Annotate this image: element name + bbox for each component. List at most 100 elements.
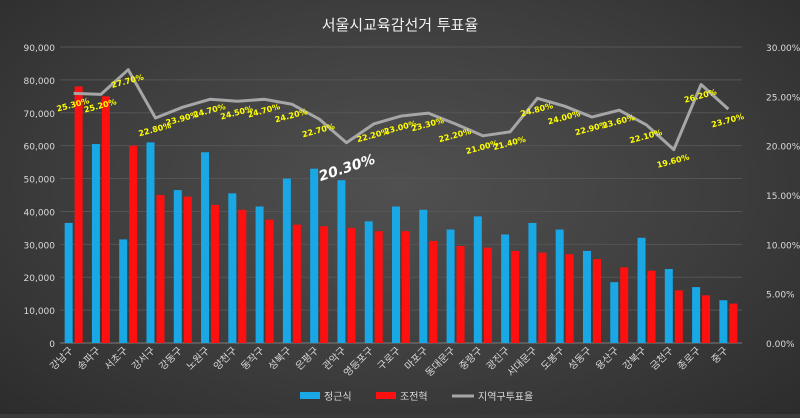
bar-조전혁	[347, 228, 355, 343]
bar-조전혁	[75, 86, 83, 343]
bar-정근식	[583, 251, 591, 343]
bar-정근식	[228, 193, 236, 343]
y-right-tick-label: 5.00%	[766, 291, 795, 301]
bar-조전혁	[484, 248, 492, 343]
x-tick-label: 강북구	[621, 345, 649, 373]
bar-정근식	[283, 179, 291, 343]
x-tick-label: 강동구	[157, 345, 185, 373]
bar-조전혁	[457, 246, 465, 343]
bar-정근식	[146, 142, 154, 343]
x-tick-label: 동대문구	[423, 345, 458, 380]
bar-조전혁	[729, 304, 737, 343]
y-left-tick-label: 20,000	[24, 274, 56, 284]
x-tick-label: 강서구	[130, 345, 158, 373]
y-left-tick-label: 0	[49, 340, 55, 350]
bar-조전혁	[238, 210, 246, 343]
line-data-label: 20.30%	[317, 152, 377, 185]
line-data-label: 24.80%	[519, 101, 554, 118]
x-tick-label: 종로구	[675, 345, 703, 373]
bar-조전혁	[375, 231, 383, 343]
y-left-tick-label: 60,000	[24, 143, 56, 153]
line-data-label: 23.70%	[710, 112, 745, 129]
legend-swatch	[376, 392, 396, 399]
bar-조전혁	[102, 96, 110, 343]
y-left-tick-label: 50,000	[24, 176, 56, 186]
x-tick-label: 양천구	[211, 345, 239, 373]
x-tick-label: 중구	[709, 345, 731, 367]
y-left-tick-label: 30,000	[24, 241, 56, 251]
bar-정근식	[310, 169, 318, 343]
x-tick-label: 서초구	[102, 345, 130, 373]
legend-label: 지역구투표율	[478, 391, 533, 403]
bar-정근식	[392, 207, 400, 343]
y-right-tick-label: 20.00%	[766, 143, 800, 153]
bar-정근식	[501, 234, 509, 343]
bar-정근식	[337, 180, 345, 343]
y-left-tick-label: 40,000	[24, 208, 56, 218]
legend-swatch	[300, 392, 320, 399]
bar-정근식	[638, 238, 646, 343]
y-right-tick-label: 15.00%	[766, 192, 800, 202]
x-tick-label: 중랑구	[457, 345, 485, 373]
bar-정근식	[256, 207, 264, 343]
bar-조전혁	[429, 241, 437, 343]
line-data-label: 26.20%	[683, 87, 718, 104]
bar-조전혁	[129, 146, 137, 343]
data-labels: 25.30%25.20%27.70%22.80%23.90%24.70%24.5…	[56, 73, 745, 185]
bar-정근식	[474, 216, 482, 343]
bar-정근식	[665, 269, 673, 343]
line-data-label: 22.10%	[629, 128, 664, 145]
x-tick-label: 송파구	[75, 345, 103, 373]
line-data-label: 22.20%	[438, 127, 473, 144]
line-data-label: 23.60%	[601, 113, 636, 130]
bar-조전혁	[620, 267, 628, 343]
bar-조전혁	[266, 220, 274, 343]
bar-정근식	[447, 230, 455, 343]
x-tick-label: 영등포구	[341, 345, 376, 380]
bar-정근식	[92, 144, 100, 343]
bar-조전혁	[648, 271, 656, 343]
line-data-label: 21.40%	[492, 135, 527, 152]
bar-조전혁	[675, 290, 683, 343]
bar-조전혁	[538, 253, 546, 343]
x-tick-label: 금천구	[648, 345, 676, 373]
y-right-tick-label: 10.00%	[766, 241, 800, 251]
x-tick-label: 성북구	[266, 345, 294, 373]
bar-정근식	[692, 287, 700, 343]
bar-조전혁	[593, 259, 601, 343]
bar-조전혁	[211, 205, 219, 343]
x-tick-label: 서대문구	[505, 345, 540, 380]
bar-조전혁	[702, 295, 710, 343]
line-data-label: 23.30%	[410, 116, 445, 133]
x-tick-label: 구로구	[376, 345, 403, 372]
bar-정근식	[365, 221, 373, 343]
chart-title: 서울시교육감선거 투표율	[322, 16, 479, 34]
x-tick-label: 성동구	[566, 345, 594, 373]
line-data-label: 24.00%	[547, 109, 582, 126]
bar-정근식	[610, 282, 618, 343]
x-tick-label: 용산구	[593, 345, 621, 373]
bar-조전혁	[511, 251, 519, 343]
bar-정근식	[419, 210, 427, 343]
bar-조전혁	[156, 195, 164, 343]
bar-정근식	[528, 223, 536, 343]
bar-정근식	[719, 300, 727, 343]
y-right-tick-label: 0.00%	[766, 340, 795, 350]
line-data-label: 22.70%	[301, 122, 336, 139]
legend: 정근식 조전혁 지역구투표율	[300, 391, 533, 403]
bar-조전혁	[293, 225, 301, 343]
y-right-tick-label: 25.00%	[766, 93, 800, 103]
bar-조전혁	[184, 197, 192, 343]
bar-조전혁	[402, 231, 410, 343]
legend-label: 조전혁	[400, 391, 428, 403]
bar-조전혁	[320, 226, 328, 343]
y-left-tick-label: 70,000	[24, 110, 56, 120]
bar-정근식	[201, 152, 209, 343]
bar-정근식	[174, 190, 182, 343]
legend-label: 정근식	[324, 391, 352, 403]
bar-정근식	[65, 223, 73, 343]
x-tick-label: 노원구	[184, 345, 212, 373]
bar-정근식	[119, 239, 127, 343]
